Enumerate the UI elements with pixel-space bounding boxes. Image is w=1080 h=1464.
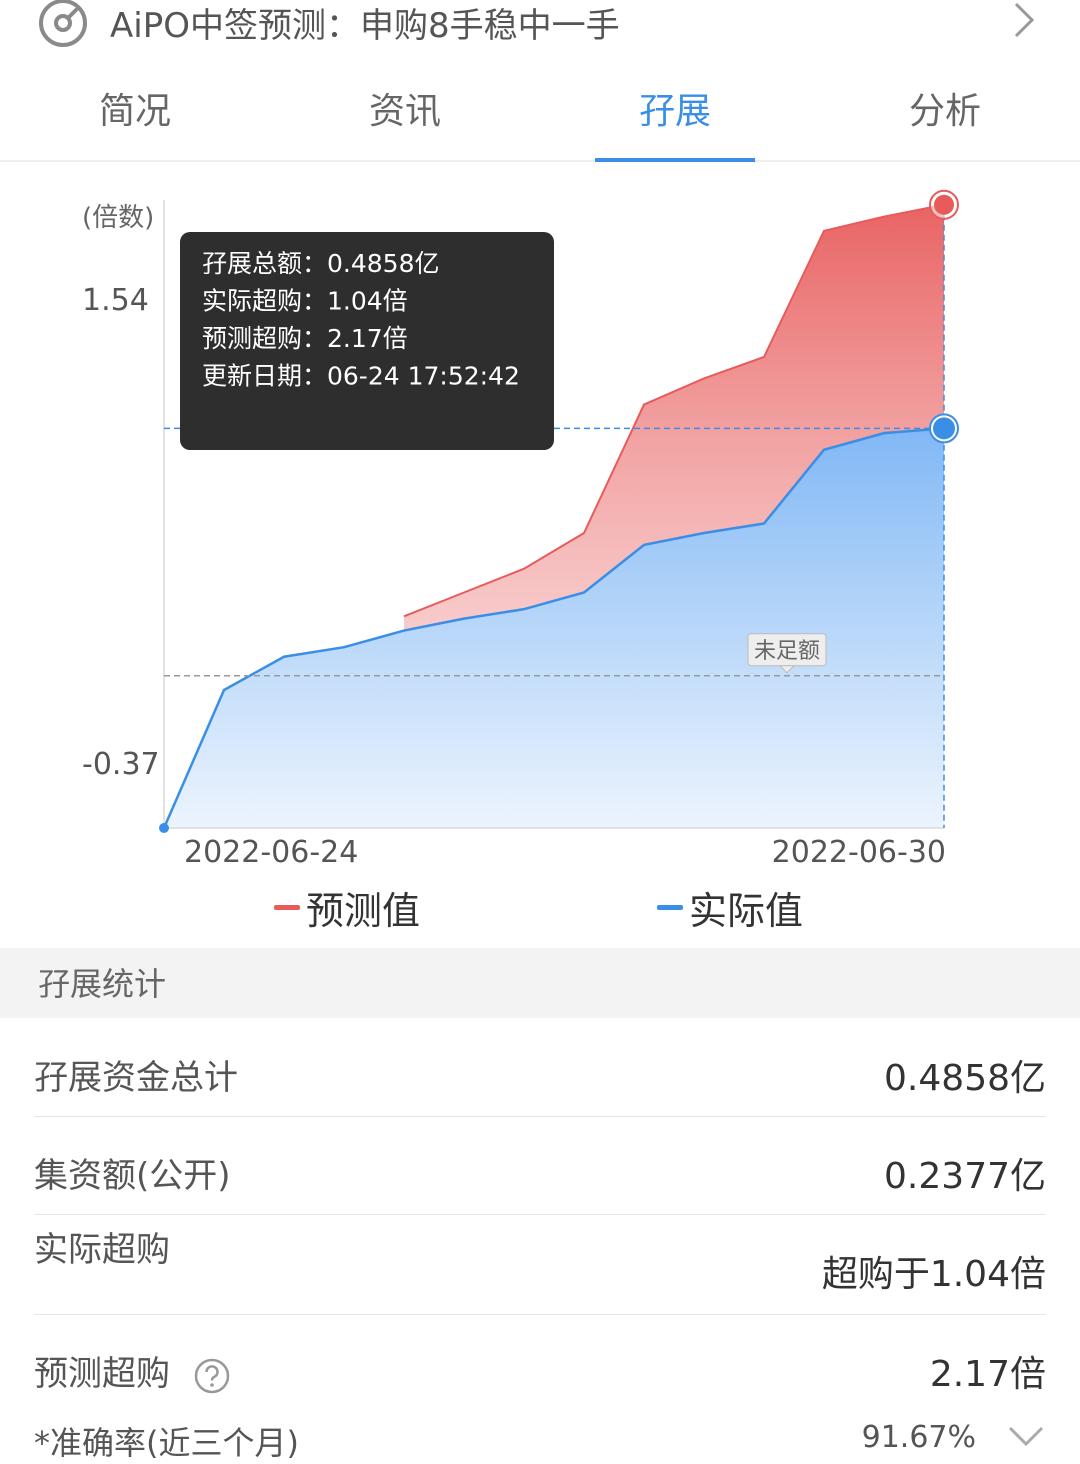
stat-value-margin-total: 0.4858亿	[884, 1058, 1046, 1099]
stat-value-actual-oversub: 超购于1.04倍	[821, 1254, 1046, 1295]
tooltip-line: 预测超购：2.17倍	[202, 324, 408, 353]
x-tick-label-start: 2022-06-24	[184, 835, 358, 870]
tab-analysis[interactable]: 分析	[810, 70, 1080, 160]
actual-series-line	[162, 427, 945, 829]
x-tick-label-end: 2022-06-30	[772, 835, 946, 870]
tab-analysis-label: 分析	[908, 91, 981, 132]
stat-row-public-raise: 集资额(公开) 0.2377亿	[34, 1116, 1046, 1215]
margin-chart[interactable]: 未足额 (倍数) 1.54 -0.37 2022-06-24 2022-06-30 孖展总额…	[0, 160, 1080, 950]
legend-predicted-swatch	[274, 904, 300, 910]
stat-label-margin-total: 孖展资金总计	[34, 1058, 238, 1098]
tab-margin[interactable]: 孖展	[540, 70, 810, 162]
y-tick-label-top: 1.54	[82, 283, 149, 318]
badge-pointer	[778, 665, 796, 674]
aipo-logo-icon	[39, 0, 87, 47]
legend-actual-swatch	[657, 904, 683, 910]
stat-row-margin-total: 孖展资金总计 0.4858亿	[34, 1018, 1046, 1117]
aipo-prediction-title[interactable]: AiPO中签预测：申购8手稳中一手	[110, 6, 620, 46]
predicted-highlight-point[interactable]	[934, 194, 954, 215]
stat-label-actual-oversub: 实际超购	[34, 1230, 170, 1270]
tooltip-line: 孖展总额：0.4858亿	[202, 249, 439, 278]
stat-label-public-raise: 集资额(公开)	[34, 1156, 231, 1196]
stat-value-predicted-oversub: 2.17倍	[929, 1354, 1046, 1395]
chevron-down-icon[interactable]	[1006, 1424, 1046, 1450]
help-icon[interactable]	[193, 1357, 231, 1395]
legend-predicted-label: 预测值	[306, 888, 421, 933]
chart-tooltip	[180, 232, 554, 450]
actual-highlight-point[interactable]	[933, 417, 955, 440]
active-tab-indicator	[595, 158, 755, 162]
chevron-right-icon[interactable]	[1008, 0, 1038, 40]
stat-row-actual-oversub: 实际超购 超购于1.04倍	[34, 1214, 1046, 1315]
legend-item-predicted[interactable]: 预测值	[274, 880, 420, 934]
accuracy-value: 91.67%	[861, 1420, 976, 1455]
top-bar[interactable]: AiPO中签预测：申购8手稳中一手	[0, 0, 1080, 50]
not-fully-subscribed-label: 未足额	[754, 639, 820, 664]
y-tick-label-bottom: -0.37	[82, 747, 160, 782]
stat-row-predicted-oversub: 预测超购 2.17倍	[34, 1314, 1046, 1418]
tab-bar: 简况 资讯 孖展 分析	[0, 70, 1080, 162]
actual-start-point	[159, 823, 169, 833]
margin-stats-header: 孖展统计	[0, 948, 1080, 1018]
predicted-series-line	[403, 203, 945, 618]
stat-label-predicted-oversub: 预测超购	[34, 1354, 170, 1394]
stat-value-public-raise: 0.2377亿	[884, 1156, 1046, 1197]
tab-margin-label: 孖展	[638, 91, 711, 132]
accuracy-label: *准确率(近三个月)	[34, 1424, 299, 1462]
tooltip-line: 更新日期：06-24 17:52:42	[202, 362, 520, 391]
tooltip-line: 实际超购：1.04倍	[202, 287, 408, 316]
tab-overview-label: 简况	[98, 91, 171, 132]
y-axis-unit-label: (倍数)	[82, 203, 154, 233]
predicted-area	[404, 204, 944, 631]
actual-area	[164, 428, 944, 828]
legend-actual-label: 实际值	[689, 888, 804, 933]
tab-news[interactable]: 资讯	[270, 70, 540, 160]
tab-overview[interactable]: 简况	[0, 70, 270, 160]
legend-item-actual[interactable]: 实际值	[657, 880, 803, 934]
tab-news-label: 资讯	[368, 91, 441, 132]
